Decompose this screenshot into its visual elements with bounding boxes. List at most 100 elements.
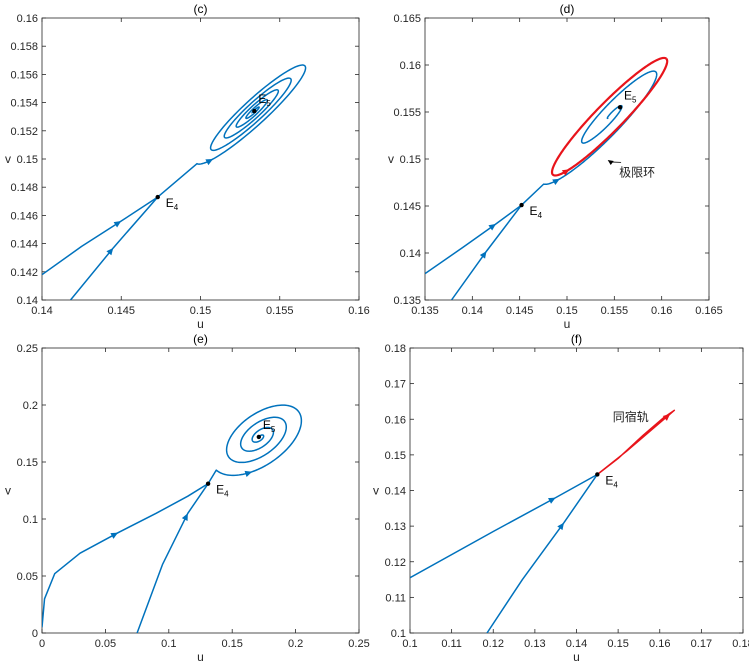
y-tick-label: 0.154 xyxy=(10,98,38,110)
annotation-arrowhead xyxy=(607,159,614,165)
equilibrium-point xyxy=(205,481,211,486)
x-tick-label: 0.14 xyxy=(31,305,52,317)
x-tick-label: 0.16 xyxy=(348,305,369,317)
x-tick-label: 0.165 xyxy=(695,305,723,317)
y-tick-label: 0.152 xyxy=(10,126,38,138)
trajectory-spiral xyxy=(207,404,303,485)
direction-arrow xyxy=(662,413,671,421)
y-tick-label: 0.13 xyxy=(385,521,406,533)
x-tick-label: 0.1 xyxy=(402,638,417,650)
y-tick-label: 0.14 xyxy=(400,248,421,260)
trajectory-stable-below xyxy=(136,483,209,633)
y-tick-label: 0.156 xyxy=(10,69,38,81)
x-tick-label: 0.155 xyxy=(266,305,294,317)
y-tick-label: 0.142 xyxy=(10,267,38,279)
y-tick-label: 0.135 xyxy=(393,295,421,307)
y-tick-label: 0.15 xyxy=(385,450,406,462)
x-tick-label: 0.155 xyxy=(601,305,629,317)
y-tick-label: 0.155 xyxy=(393,107,421,119)
x-axis-label: u xyxy=(197,317,204,331)
trajectory-stable-below xyxy=(450,204,523,300)
x-tick-label: 0.2 xyxy=(288,638,303,650)
equilibrium-point xyxy=(256,434,262,440)
panel-d: 0.135 0.14 0.145 0.15 0.155 0.16 0.165 0.135 0.1… xyxy=(388,2,723,331)
panel-title: (e) xyxy=(193,332,208,346)
x-tick-label: 0.18 xyxy=(732,638,749,650)
y-tick-label: 0 xyxy=(32,628,38,640)
plot-area xyxy=(41,347,360,634)
x-axis-label: u xyxy=(197,650,204,663)
y-tick-label: 0.05 xyxy=(17,571,38,583)
panel-f: 0.1 0.11 0.12 0.13 0.14 0.15 0.16 0.17 0.18 0.1 0.… xyxy=(373,332,749,663)
equilibrium-point xyxy=(617,105,623,110)
y-tick-label: 0.16 xyxy=(400,60,421,72)
y-tick-label: 0.14 xyxy=(17,295,38,307)
y-tick-label: 0.15 xyxy=(17,457,38,469)
trajectory-homoclinic-orbit xyxy=(596,409,676,476)
y-tick-label: 0.25 xyxy=(17,343,38,355)
x-tick-label: 0.15 xyxy=(190,305,211,317)
y-tick-label: 0.18 xyxy=(385,343,406,355)
equilibrium-point xyxy=(519,202,524,208)
x-tick-label: 0.15 xyxy=(607,638,628,650)
panel-c: 0.14 0.145 0.15 0.155 0.16 0.14 0.142 0.144 0.14… xyxy=(5,2,370,331)
x-axis-label: u xyxy=(564,317,571,331)
y-tick-label: 0.148 xyxy=(10,182,38,194)
x-tick-label: 0.135 xyxy=(411,305,439,317)
direction-arrow xyxy=(548,497,556,504)
y-tick-label: 0.15 xyxy=(17,154,38,166)
x-tick-label: 0.14 xyxy=(566,638,587,650)
y-tick-label: 0.165 xyxy=(393,13,421,25)
y-axis-label: v xyxy=(388,152,394,166)
direction-arrow xyxy=(557,522,565,531)
y-tick-label: 0.16 xyxy=(17,13,38,25)
trajectory-spiral xyxy=(157,64,307,198)
plot-area xyxy=(41,17,360,301)
x-tick-label: 0.16 xyxy=(651,305,672,317)
y-axis-label: v xyxy=(5,484,11,498)
direction-arrow xyxy=(488,223,496,231)
y-axis-label: v xyxy=(373,484,379,498)
x-tick-label: 0.15 xyxy=(221,638,242,650)
y-tick-label: 0.146 xyxy=(10,210,38,222)
y-tick-label: 0.14 xyxy=(385,486,406,498)
y-tick-label: 0.1 xyxy=(391,628,406,640)
direction-arrow xyxy=(205,158,214,166)
x-tick-label: 0.25 xyxy=(348,638,369,650)
panel-title: (c) xyxy=(194,2,208,16)
panel-e: 0 0.05 0.1 0.15 0.2 0.25 0 0.05 0.1 0.15 0.2 0.25 u v… xyxy=(5,332,370,663)
x-tick-label: 0.145 xyxy=(506,305,534,317)
direction-arrow xyxy=(181,513,188,521)
trajectory-unstable-left xyxy=(42,196,159,276)
x-tick-label: 0 xyxy=(39,638,45,650)
x-axis-label: u xyxy=(573,650,580,663)
panel-title: (f) xyxy=(571,332,582,346)
direction-arrow xyxy=(106,247,114,256)
y-axis-label: v xyxy=(5,152,11,166)
x-tick-label: 0.14 xyxy=(462,305,483,317)
y-tick-label: 0.145 xyxy=(393,201,421,213)
direction-arrow xyxy=(479,251,487,259)
y-tick-label: 0.158 xyxy=(10,41,38,53)
equilibrium-point xyxy=(595,472,600,477)
trajectory-stable-below xyxy=(486,474,598,633)
x-tick-label: 0.11 xyxy=(441,638,462,650)
plot-area xyxy=(409,347,744,634)
y-tick-label: 0.11 xyxy=(385,592,406,604)
x-tick-label: 0.15 xyxy=(556,305,577,317)
annotation-label: 同宿轨 xyxy=(613,409,649,424)
trajectory-unstable-left xyxy=(410,473,598,579)
direction-arrow xyxy=(110,532,119,539)
x-tick-label: 0.145 xyxy=(107,305,135,317)
x-tick-label: 0.17 xyxy=(691,638,712,650)
trajectory-stable-below xyxy=(69,196,159,300)
y-tick-label: 0.15 xyxy=(400,154,421,166)
direction-arrow xyxy=(561,169,570,176)
y-tick-label: 0.1 xyxy=(23,514,38,526)
equilibrium-point xyxy=(252,108,257,114)
x-tick-label: 0.16 xyxy=(649,638,670,650)
y-tick-label: 0.12 xyxy=(385,557,406,569)
x-tick-label: 0.12 xyxy=(483,638,504,650)
x-tick-label: 0.1 xyxy=(161,638,176,650)
